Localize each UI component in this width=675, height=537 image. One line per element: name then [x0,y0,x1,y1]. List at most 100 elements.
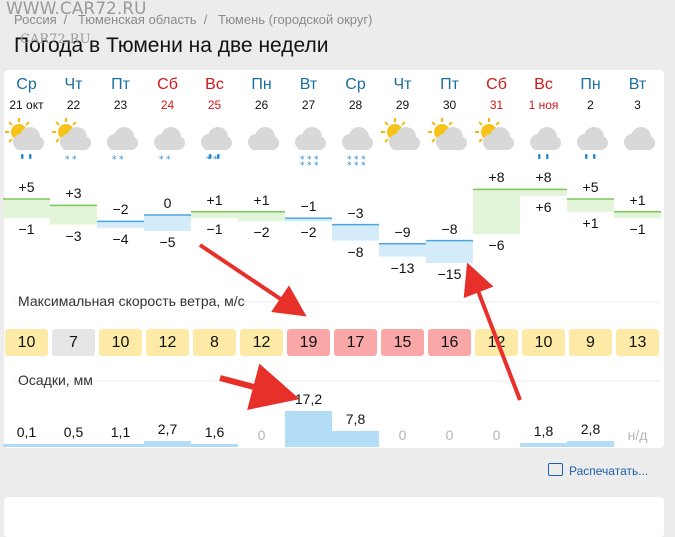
temp-band [520,189,567,196]
precip-value: 17,2 [294,391,323,407]
breadcrumb-tyumen-city[interactable]: Тюмень (городской округ) [217,12,373,27]
svg-text:*: * [354,155,359,165]
svg-text:*: * [72,155,77,165]
day-date: 28 [348,98,363,112]
day-name[interactable]: Сб [486,76,507,93]
day-name[interactable]: Вт [299,76,318,93]
svg-text:*: * [361,155,366,165]
svg-text:*: * [159,155,164,165]
temp-max: +1 [253,191,270,208]
cloud-icon [614,118,661,168]
day-name[interactable]: Вс [534,76,553,93]
precip-value: 0 [257,427,266,443]
day-name[interactable]: Ср [345,76,366,93]
precip-bar [97,444,144,447]
day-name[interactable]: Ср [16,76,37,93]
wind-value: 8 [193,329,236,356]
temp-max: +5 [582,179,599,195]
cloud-rain-icon [520,118,567,168]
svg-text:*: * [307,155,312,165]
svg-text:*: * [361,161,366,168]
day-date: 1 ноя [528,98,559,112]
precip-value: 0,1 [16,424,37,440]
temp-max: −8 [441,220,458,237]
temp-min: −5 [159,234,176,250]
wind-value: 13 [616,329,659,356]
precip-value: н/д [627,427,648,443]
day-name[interactable]: Пт [111,76,130,93]
wind-value: 10 [522,329,565,356]
watermark-top: WWW.CAR72.RU [6,0,147,19]
precip-value: 0,5 [63,424,84,440]
svg-text:*: * [112,155,117,165]
precip-title: Осадки, мм [18,372,93,388]
precip-value: 2,8 [580,421,601,438]
day-date: 3 [634,98,641,112]
wind-value: 16 [428,329,471,356]
svg-text:*: * [119,155,124,165]
temp-max: +1 [629,191,646,208]
svg-text:*: * [300,161,305,168]
breadcrumb-russia[interactable]: Россия [14,12,57,27]
precip-value: 1,8 [533,423,554,440]
day-name[interactable]: Сб [157,76,178,93]
day-name[interactable]: Чт [393,76,412,93]
cloud-heavy-snow-icon: * * * * * * [285,118,332,171]
day-name[interactable]: Чт [64,76,83,93]
temp-min: −1 [629,221,646,238]
day-name[interactable]: Вс [205,76,224,93]
print-link[interactable]: Распечатать... [548,463,648,478]
day-date: 29 [395,98,410,112]
svg-text:*: * [213,155,218,165]
temp-band [285,218,332,222]
wind-value: 9 [569,329,612,356]
temp-min: −15 [437,266,462,282]
svg-text:*: * [314,155,319,165]
temp-band [473,189,520,235]
temp-band [614,211,661,219]
temp-max: −9 [394,223,411,240]
precip-bar [144,441,191,447]
printer-icon [548,463,563,476]
day-name[interactable]: Пт [440,76,459,93]
cloud-snow-icon: * * [144,118,191,168]
wind-value: 12 [146,329,189,356]
breadcrumb-tyumen-region[interactable]: Тюменская область [77,12,197,27]
temp-min: +1 [582,214,599,231]
temp-min: −13 [390,259,415,276]
temp-min: −2 [253,224,270,241]
wind-value: 19 [287,329,330,356]
next-card [4,497,664,537]
temp-band [144,215,191,231]
temp-band [332,224,379,241]
day-name[interactable]: Пн [580,76,601,93]
day-name[interactable]: Пн [251,76,272,93]
breadcrumb: Россия / Тюменская область / Тюмень (город… [14,12,373,27]
temp-min: −8 [347,243,364,260]
svg-text:*: * [307,161,312,168]
temp-min: −2 [300,224,317,241]
day-date: 21 окт [9,98,44,112]
precip-value: 0 [398,427,407,443]
temp-max: 0 [163,195,172,211]
svg-text:*: * [347,155,352,165]
arrow-to-precip [219,363,300,410]
cloud-rain-icon [567,118,614,168]
cloud-icon [238,118,285,168]
svg-text:*: * [354,161,359,168]
precip-bar [3,444,50,447]
precip-value: 2,7 [157,421,178,438]
day-date: 26 [254,98,269,112]
day-name[interactable]: Вт [628,76,647,93]
day-date: 31 [489,98,504,112]
day-date: 22 [66,98,81,112]
cloud-snow-icon: * * [97,118,144,168]
sun-cloud-icon [379,118,426,168]
day-date: 30 [442,98,457,112]
precip-value: 0 [492,427,501,443]
cloud-rain-snow-icon: * * [191,118,238,168]
temp-max: −1 [300,198,317,215]
temp-min: −6 [488,237,505,254]
page-title: Погода в Тюмени на две недели [14,34,329,57]
